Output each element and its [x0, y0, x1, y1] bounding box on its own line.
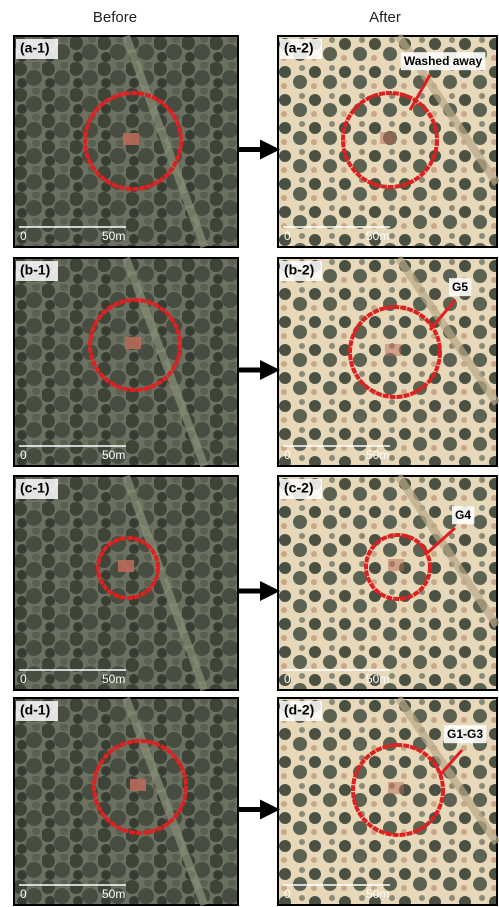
label-bg: [280, 261, 322, 281]
label-bg: [16, 39, 58, 59]
panel: (d-1) 0 50m: [13, 696, 239, 907]
panel-label: (b-2): [284, 262, 314, 278]
annotation-bg: [400, 52, 486, 71]
house: [388, 559, 404, 571]
panel-label: (a-1): [20, 40, 50, 56]
scale-start: 0: [20, 672, 27, 686]
label-bg: [280, 701, 322, 721]
panel: (b-2) 0 50m G5: [277, 255, 499, 467]
annotation-pointer: [438, 749, 464, 776]
house: [123, 133, 139, 145]
scale-start: 0: [20, 229, 27, 243]
scale-start: 0: [20, 448, 27, 462]
scale-start: 0: [284, 448, 291, 462]
scale-end: 50m: [366, 672, 389, 686]
road: [395, 473, 499, 628]
scale-end: 50m: [102, 448, 125, 462]
label-bg: [16, 701, 58, 721]
highlight-circle: [341, 91, 439, 189]
annotation-bg: [448, 278, 472, 297]
road: [122, 696, 209, 907]
panel: (c-2) 0 50m G4: [277, 473, 499, 691]
house: [130, 779, 146, 791]
highlight-circle: [351, 743, 445, 837]
house: [385, 344, 401, 356]
highlight-circle: [364, 533, 432, 601]
scale-start: 0: [284, 229, 291, 243]
scale-end: 50m: [366, 448, 389, 462]
highlight-circle: [96, 536, 160, 600]
panel: (c-1) 0 50m: [13, 474, 239, 692]
annotation-pointer: [428, 299, 457, 331]
panel-label: (d-1): [20, 702, 50, 718]
scale-end: 50m: [102, 229, 125, 243]
label-bg: [16, 261, 58, 281]
road: [395, 255, 499, 406]
scale-start: 0: [20, 887, 27, 901]
scale-end: 50m: [102, 887, 125, 901]
panel: (a-2) 0 50m Washed away: [277, 33, 499, 248]
road: [122, 34, 209, 249]
panel-label: (c-1): [20, 480, 50, 496]
aerial-image: [13, 257, 239, 467]
panel: (a-1) 0 50m: [13, 34, 239, 249]
road: [395, 695, 499, 846]
panel-label: (b-1): [20, 262, 50, 278]
panel-label: (c-2): [284, 480, 314, 496]
annotation-pointer: [408, 74, 432, 111]
highlight-circle: [88, 298, 182, 392]
highlight-circle: [83, 91, 183, 191]
label-bg: [16, 479, 58, 499]
scale-end: 50m: [102, 672, 125, 686]
annotation-pointer: [423, 526, 457, 557]
house: [118, 560, 134, 572]
annotation: G1-G3: [447, 727, 483, 741]
highlight-circle: [92, 739, 188, 835]
highlight-circle: [348, 305, 442, 399]
aerial-image: [13, 697, 239, 906]
road: [122, 474, 209, 692]
label-bg: [280, 39, 322, 59]
aerial-image: [13, 475, 239, 691]
label-bg: [280, 479, 322, 499]
panel: (d-2) 0 50m G1-G3: [277, 695, 499, 906]
panel-label: (d-2): [284, 702, 314, 718]
scale-end: 50m: [366, 229, 389, 243]
annotation-bg: [451, 506, 475, 525]
annotation: Washed away: [404, 54, 483, 68]
scale-start: 0: [284, 672, 291, 686]
scale-end: 50m: [366, 887, 389, 901]
house: [380, 132, 396, 144]
road: [122, 256, 209, 468]
before-header: Before: [93, 9, 137, 26]
annotation-bg: [443, 725, 487, 744]
house: [125, 337, 141, 349]
panel: (b-1) 0 50m: [13, 256, 239, 468]
after-header: After: [369, 9, 401, 26]
annotation: G4: [455, 508, 471, 522]
panel-label: (a-2): [284, 40, 314, 56]
house: [388, 782, 404, 794]
annotation: G5: [452, 280, 468, 294]
scale-start: 0: [284, 887, 291, 901]
